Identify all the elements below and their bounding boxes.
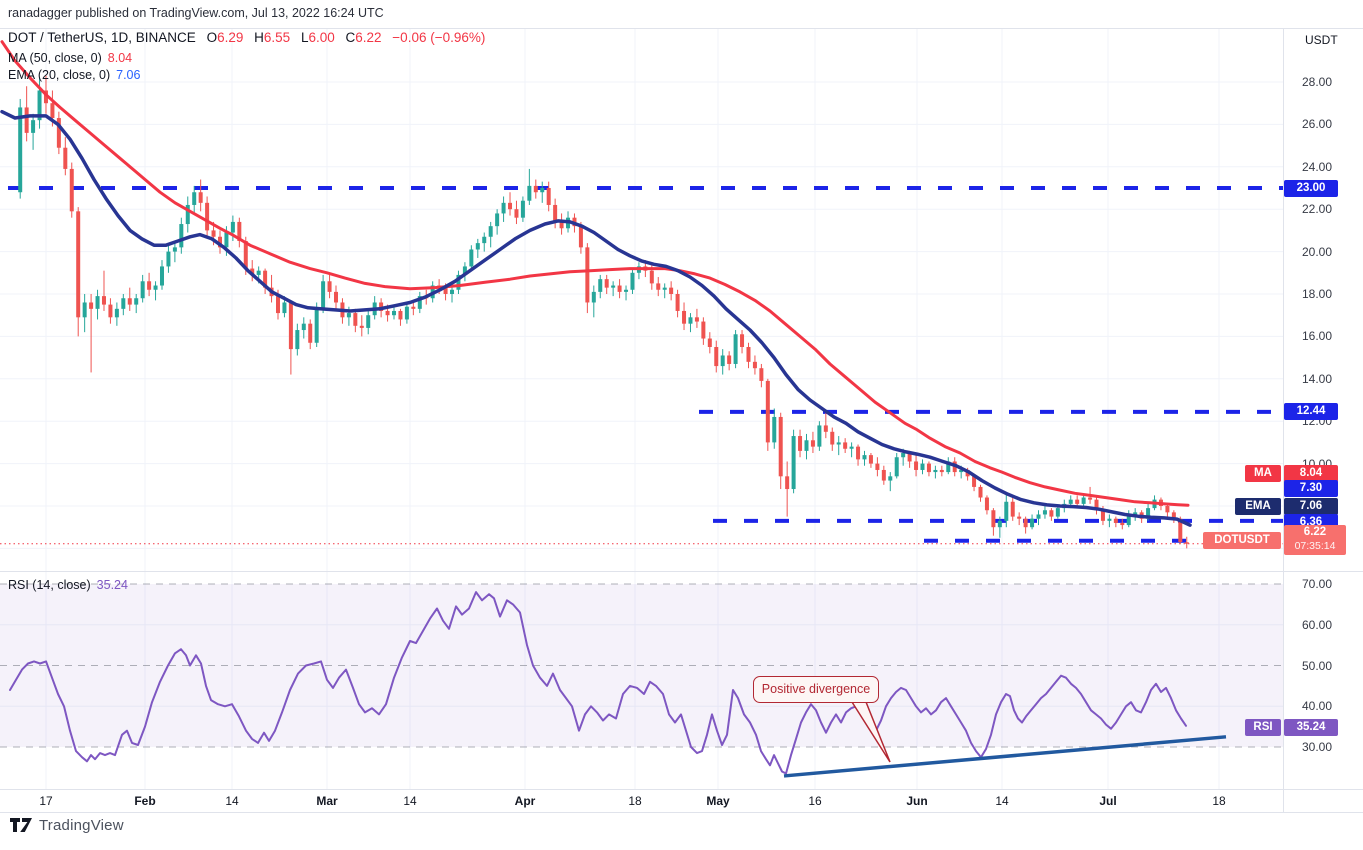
time-axis-tick-Feb: Feb [134, 794, 156, 808]
ohlc-low-key: L [300, 30, 309, 45]
axis-price-label-6.22: 6.22 07:35:14 [1284, 525, 1346, 555]
ohlc-low-value: 6.00 [308, 30, 335, 45]
rsi-line [9, 591, 1187, 775]
rsi-axis-tick: 50.00 [1302, 658, 1333, 673]
rsi-axis-tick: 60.00 [1302, 617, 1333, 632]
axis-price-label-7.06: 7.06 [1284, 497, 1338, 515]
ema-axis-tag: EMA [1235, 497, 1281, 515]
chart-top-border [0, 28, 1363, 29]
axis-price-label-12.44: 12.44 [1284, 402, 1338, 420]
axis-price-label-8.04: 8.04 [1284, 464, 1338, 482]
rsi-axis-tick: 30.00 [1302, 740, 1333, 754]
positive-divergence-callout[interactable]: Positive divergence [753, 676, 879, 703]
price-axis-tick: 14.00 [1302, 371, 1333, 386]
ma50-line [0, 40, 1190, 507]
axis-price-label-35.24: 35.24 [1284, 718, 1338, 736]
ohlc-high-value: 6.55 [263, 30, 291, 45]
tradingview-logo-text: TradingView [39, 817, 124, 834]
ohlc-high-key: H [254, 30, 264, 45]
bar-countdown: 07:35:14 [1294, 540, 1336, 552]
time-axis-tick-May: May [706, 794, 730, 808]
symbol-legend[interactable]: DOT / TetherUS, 1D, BINANCE O6.29 H6.55 … [8, 30, 485, 45]
time-axis-tick-18: 18 [1212, 794, 1226, 808]
ohlc-close-value: 6.22 [355, 30, 382, 45]
rsi-band [0, 583, 1283, 748]
ohlc-open-value: 6.29 [217, 30, 244, 45]
rsi-axis-tag: RSI [1245, 718, 1281, 736]
time-axis-tick-18: 18 [628, 794, 642, 808]
ema-label: EMA (20, close, 0) [8, 68, 111, 82]
time-axis-top-border [0, 789, 1363, 790]
time-axis-bottom-border [0, 812, 1363, 813]
symbol-title[interactable]: DOT / TetherUS, 1D, BINANCE [8, 30, 196, 45]
time-axis-tick-17: 17 [39, 794, 53, 808]
ma-label: MA (50, close, 0) [8, 51, 102, 65]
rsi-value: 35.24 [96, 578, 128, 592]
time-axis-tick-16: 16 [808, 794, 822, 808]
price-axis-tick: 20.00 [1302, 244, 1333, 259]
pane-separator[interactable] [0, 571, 1363, 572]
time-axis-tick-14: 14 [225, 794, 239, 808]
time-axis-tick-14: 14 [403, 794, 417, 808]
price-axis-tick: 22.00 [1302, 202, 1333, 217]
time-axis-tick-Apr: Apr [514, 794, 536, 808]
time-axis-tick-Jul: Jul [1099, 794, 1117, 808]
price-axis-tick: 18.00 [1302, 287, 1333, 301]
tradingview-logo-icon [10, 818, 32, 832]
ma-value: 8.04 [107, 51, 133, 65]
rsi-label: RSI (14, close) [8, 578, 91, 592]
price-axis-border [1283, 28, 1284, 812]
ema20-line [0, 109, 1192, 527]
ma-axis-tag: MA [1245, 464, 1281, 482]
grid-lines [0, 28, 1283, 789]
axis-currency-label: USDT [1305, 33, 1338, 47]
price-axis-tick: 26.00 [1302, 117, 1333, 132]
time-axis-tick-Mar: Mar [316, 794, 338, 808]
axis-price-label-23.00: 23.00 [1284, 179, 1338, 197]
price-axis-tick: 16.00 [1302, 329, 1333, 344]
price-change: −0.06 (−0.96%) [392, 30, 486, 45]
price-axis-tick: 24.00 [1302, 159, 1333, 174]
dotusdt-axis-tag: DOTUSDT [1203, 531, 1281, 549]
tradingview-logo[interactable]: TradingView [10, 817, 124, 834]
rsi-axis-tick: 40.00 [1302, 699, 1333, 714]
attribution-text: ranadagger published on TradingView.com,… [8, 6, 384, 20]
time-axis-tick-Jun: Jun [906, 794, 928, 808]
price-axis-tick: 28.00 [1302, 75, 1333, 89]
ohlc-open-key: O [206, 30, 218, 45]
ema-study-legend[interactable]: EMA (20, close, 0) 7.06 [8, 68, 140, 82]
axis-price-label-7.30: 7.30 [1284, 479, 1338, 497]
rsi-axis-tick: 70.00 [1302, 577, 1333, 591]
ema-value: 7.06 [116, 68, 141, 82]
ma-study-legend[interactable]: MA (50, close, 0) 8.04 [8, 51, 132, 65]
callout-text: Positive divergence [761, 682, 871, 696]
axis-label-value: 6.22 [1303, 526, 1327, 538]
ohlc-close-key: C [345, 30, 356, 45]
support-resistance-lines [8, 186, 1283, 543]
rsi-study-legend[interactable]: RSI (14, close) 35.24 [8, 578, 128, 592]
divergence-trendline[interactable] [783, 735, 1227, 778]
time-axis-tick-14: 14 [995, 794, 1009, 808]
